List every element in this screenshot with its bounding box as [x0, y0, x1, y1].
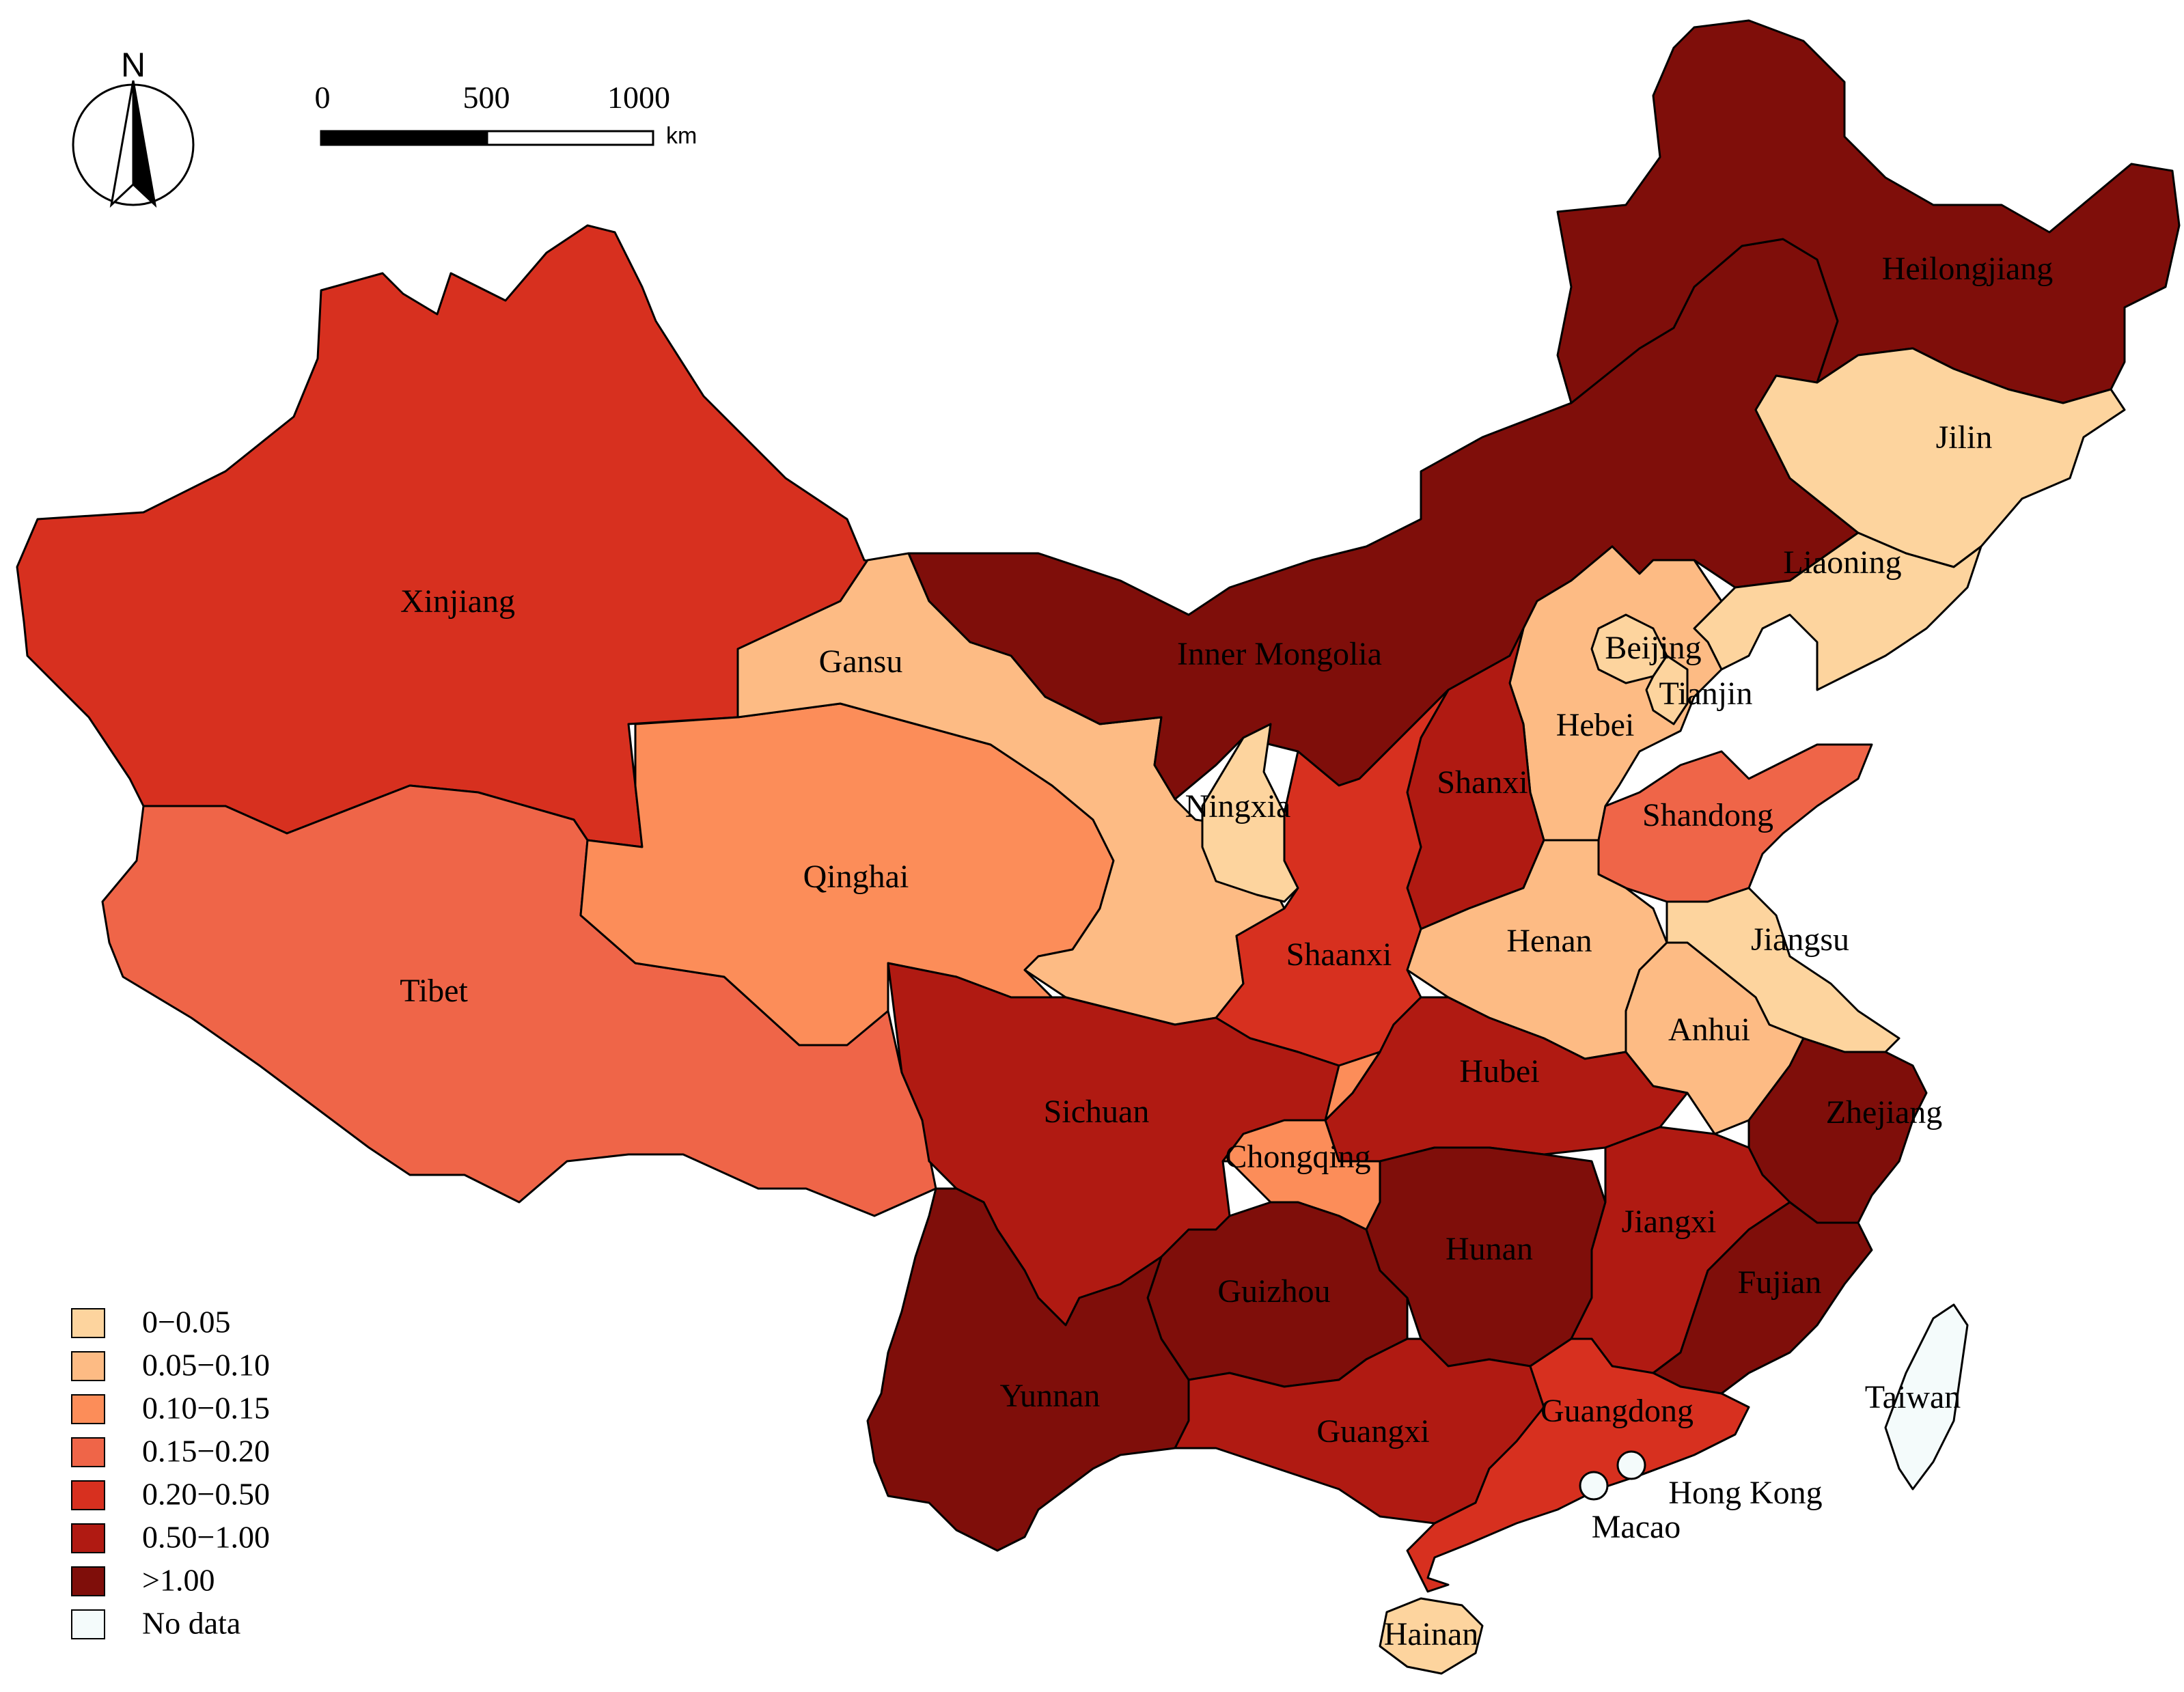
- north-label: N: [121, 46, 146, 84]
- label-guangdong: Guangdong: [1540, 1393, 1694, 1429]
- legend-label-1: 0.05−0.10: [142, 1348, 270, 1383]
- label-shandong: Shandong: [1642, 797, 1773, 833]
- legend-swatch-6: [71, 1566, 105, 1596]
- label-ningxia: Ningxia: [1185, 788, 1291, 824]
- legend-swatch-0: [71, 1308, 105, 1338]
- region-tianjin: [1645, 654, 1689, 725]
- label-anhui: Anhui: [1668, 1012, 1750, 1048]
- region-guangdong: [1406, 1337, 1750, 1593]
- legend-swatch-1: [71, 1351, 105, 1381]
- north-arrow-right-half: [132, 80, 157, 208]
- legend-swatch-7: [71, 1609, 105, 1639]
- label-liaoning: Liaoning: [1783, 544, 1901, 581]
- region-ningxia: [1201, 723, 1299, 903]
- region-hainan: [1379, 1597, 1484, 1675]
- label-sichuan: Sichuan: [1044, 1094, 1150, 1130]
- scale-tick-0: 0: [315, 80, 331, 115]
- region-tibet: [101, 784, 937, 1217]
- label-yunnan: Yunnan: [1000, 1378, 1101, 1414]
- scale-tick-1000: 1000: [607, 80, 670, 115]
- region-yunnan: [866, 1187, 1190, 1552]
- scale-bar: 0 500 1000 km: [315, 80, 697, 149]
- legend-swatch-3: [71, 1437, 105, 1467]
- label-jiangxi: Jiangxi: [1622, 1204, 1717, 1240]
- legend-swatch-4: [71, 1480, 105, 1510]
- label-inner-mongolia: Inner Mongolia: [1177, 636, 1382, 672]
- label-taiwan: Taiwan: [1865, 1379, 1961, 1415]
- label-macao: Macao: [1592, 1509, 1681, 1545]
- label-fujian: Fujian: [1738, 1264, 1822, 1301]
- legend-label-3: 0.15−0.20: [142, 1434, 270, 1469]
- label-qinghai: Qinghai: [803, 859, 909, 895]
- region-macao: [1579, 1471, 1609, 1501]
- label-heilongjiang: Heilongjiang: [1882, 251, 2054, 287]
- region-fujian: [1652, 1201, 1873, 1395]
- label-tianjin: Tianjin: [1659, 676, 1753, 712]
- region-hong-kong: [1616, 1450, 1646, 1480]
- legend-swatch-5: [71, 1523, 105, 1553]
- label-hong-kong: Hong Kong: [1668, 1475, 1822, 1511]
- label-shaanxi: Shaanxi: [1286, 937, 1392, 973]
- label-beijing: Beijing: [1605, 630, 1701, 666]
- regions-layer: [16, 19, 2181, 1675]
- legend-label-4: 0.20−0.50: [142, 1477, 270, 1512]
- label-hebei: Hebei: [1556, 707, 1635, 743]
- label-guangxi: Guangxi: [1316, 1413, 1429, 1450]
- label-hunan: Hunan: [1446, 1231, 1533, 1267]
- region-taiwan: [1884, 1303, 1969, 1490]
- label-gansu: Gansu: [819, 643, 903, 680]
- legend-label-7: No data: [142, 1606, 240, 1641]
- label-xinjiang: Xinjiang: [400, 583, 515, 620]
- scale-bar-white-segment: [486, 130, 654, 146]
- label-henan: Henan: [1506, 923, 1592, 959]
- label-hubei: Hubei: [1459, 1053, 1539, 1090]
- legend-label-6: >1.00: [142, 1563, 215, 1598]
- label-zhejiang: Zhejiang: [1826, 1094, 1943, 1131]
- label-jiangsu: Jiangsu: [1751, 921, 1849, 958]
- label-jilin: Jilin: [1936, 419, 1993, 456]
- label-chongqing: Chongqing: [1225, 1139, 1370, 1175]
- label-guizhou: Guizhou: [1217, 1273, 1330, 1309]
- legend-label-0: 0−0.05: [142, 1305, 230, 1340]
- north-arrow: N: [72, 46, 195, 208]
- label-hainan: Hainan: [1384, 1616, 1479, 1652]
- region-zhejiang: [1747, 1037, 1928, 1224]
- scale-tick-500: 500: [463, 80, 510, 115]
- label-shanxi: Shanxi: [1437, 764, 1528, 801]
- scale-unit: km: [666, 123, 697, 149]
- label-tibet: Tibet: [400, 973, 468, 1009]
- legend-label-2: 0.10−0.15: [142, 1391, 270, 1426]
- region-labels: Xinjiang Tibet Qinghai Gansu Inner Mongo…: [400, 251, 2053, 1652]
- legend-label-5: 0.50−1.00: [142, 1520, 270, 1555]
- legend: 0−0.05 0.05−0.10 0.10−0.15 0.15−0.20 0.2…: [71, 1305, 270, 1641]
- scale-bar-black-segment: [320, 130, 488, 146]
- legend-swatch-2: [71, 1394, 105, 1424]
